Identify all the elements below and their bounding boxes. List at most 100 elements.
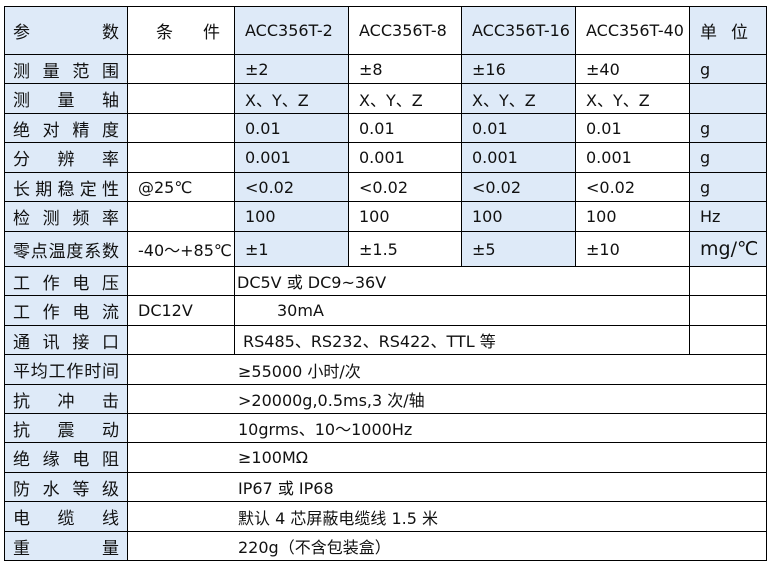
row-label: 分辨率: [4, 142, 128, 173]
value-cell: ±40: [575, 54, 690, 84]
spec-table: 参数 条件 ACC356T-2 ACC356T-8 ACC356T-16 ACC356T-…: [4, 6, 767, 561]
header-cell: 条件: [127, 6, 235, 55]
value-cell: ±1.5: [348, 231, 462, 267]
value-cell: <0.02: [348, 172, 462, 202]
value-cell: X、Y、Z: [461, 83, 576, 114]
value-cell: RS485、RS232、RS422、TTL 等: [234, 325, 690, 355]
spec-row: 工作电流 DC12V 30mA: [4, 295, 767, 326]
row-label: 平均工作时间: [4, 354, 128, 385]
value-cell: X、Y、Z: [575, 83, 690, 114]
value-cell: 100: [575, 201, 690, 232]
value-cell: DC5V 或 DC9~36V: [234, 266, 690, 296]
spec-row: 抗震动 10grms、10～1000Hz: [4, 413, 767, 443]
spec-row: 通讯接口 RS485、RS232、RS422、TTL 等: [4, 325, 767, 355]
spec-row: 防水等级 IP67 或 IP68: [4, 472, 767, 502]
value-cell: 0.001: [348, 142, 462, 173]
unit-cell: mg/℃: [689, 231, 767, 267]
value-cell: X、Y、Z: [348, 83, 462, 114]
condition-cell: [127, 325, 235, 355]
value-cell: ±10: [575, 231, 690, 267]
spec-row: 抗冲击 >20000g,0.5ms,3 次/轴: [4, 384, 767, 414]
value-cell: ≥100MΩ: [127, 442, 767, 473]
value-cell: ±8: [348, 54, 462, 84]
row-label: 检测频率: [4, 201, 128, 232]
value-cell: 10grms、10～1000Hz: [127, 413, 767, 443]
value-cell: <0.02: [234, 172, 349, 202]
value-cell: <0.02: [461, 172, 576, 202]
row-label: 绝对精度: [4, 113, 128, 143]
spec-row: 长期稳定性 @25℃ <0.02 <0.02 <0.02 <0.02 g: [4, 172, 767, 202]
row-label: 工作电流: [4, 295, 128, 326]
header-cell: ACC356T-2: [234, 6, 349, 55]
row-label: 防水等级: [4, 472, 128, 502]
value-cell: >20000g,0.5ms,3 次/轴: [127, 384, 767, 414]
value-cell: 100: [461, 201, 576, 232]
condition-cell: [127, 83, 235, 114]
row-label: 工作电压: [4, 266, 128, 296]
row-label: 重量: [4, 531, 128, 561]
value-cell: 100: [234, 201, 349, 232]
header-cell: ACC356T-16: [461, 6, 576, 55]
value-cell: 默认 4 芯屏蔽电缆线 1.5 米: [127, 501, 767, 532]
row-label: 抗震动: [4, 413, 128, 443]
value-cell: 0.001: [575, 142, 690, 173]
header-cell: ACC356T-8: [348, 6, 462, 55]
value-cell: X、Y、Z: [234, 83, 349, 114]
value-cell: 0.01: [461, 113, 576, 143]
row-label: 零点温度系数: [4, 231, 128, 267]
row-label: 长期稳定性: [4, 172, 128, 202]
value-cell: 0.001: [461, 142, 576, 173]
spec-row: 零点温度系数 -40～+85℃ ±1 ±1.5 ±5 ±10 mg/℃: [4, 231, 767, 267]
header-cell: 参数: [4, 6, 128, 55]
header-cell: 单位: [689, 6, 767, 55]
row-label: 通讯接口: [4, 325, 128, 355]
unit-cell: [689, 325, 767, 355]
spec-row: 分辨率 0.001 0.001 0.001 0.001 g: [4, 142, 767, 173]
unit-cell: g: [689, 142, 767, 173]
unit-cell: [689, 266, 767, 296]
value-cell: ≥55000 小时/次: [127, 354, 767, 385]
row-label: 电缆线: [4, 501, 128, 532]
value-cell: ±1: [234, 231, 349, 267]
value-cell: ±5: [461, 231, 576, 267]
value-cell: 100: [348, 201, 462, 232]
value-cell: ±2: [234, 54, 349, 84]
spec-row: 检测频率 100 100 100 100 Hz: [4, 201, 767, 232]
condition-cell: [127, 201, 235, 232]
unit-cell: [689, 83, 767, 114]
condition-cell: [127, 142, 235, 173]
unit-cell: [689, 295, 767, 326]
value-cell: 0.01: [348, 113, 462, 143]
spec-row: 电缆线 默认 4 芯屏蔽电缆线 1.5 米: [4, 501, 767, 532]
value-cell: 0.01: [234, 113, 349, 143]
condition-cell: @25℃: [127, 172, 235, 202]
spec-row: 绝对精度 0.01 0.01 0.01 0.01 g: [4, 113, 767, 143]
header-cell: ACC356T-40: [575, 6, 690, 55]
value-cell: 30mA: [234, 295, 690, 326]
value-cell: 0.01: [575, 113, 690, 143]
unit-cell: g: [689, 113, 767, 143]
value-cell: 220g（不含包装盒）: [127, 531, 767, 561]
unit-cell: g: [689, 54, 767, 84]
row-label: 抗冲击: [4, 384, 128, 414]
condition-cell: [127, 54, 235, 84]
spec-row: 测量范围 ±2 ±8 ±16 ±40 g: [4, 54, 767, 84]
condition-cell: -40～+85℃: [127, 231, 235, 267]
unit-cell: g: [689, 172, 767, 202]
value-cell: IP67 或 IP68: [127, 472, 767, 502]
condition-cell: [127, 266, 235, 296]
unit-cell: Hz: [689, 201, 767, 232]
condition-cell: DC12V: [127, 295, 235, 326]
header-row: 参数 条件 ACC356T-2 ACC356T-8 ACC356T-16 ACC356T-…: [4, 6, 767, 55]
row-label: 测量轴: [4, 83, 128, 114]
value-cell: ±16: [461, 54, 576, 84]
spec-row: 测量轴 X、Y、Z X、Y、Z X、Y、Z X、Y、Z: [4, 83, 767, 114]
spec-row: 绝缘电阻 ≥100MΩ: [4, 442, 767, 473]
value-cell: 0.001: [234, 142, 349, 173]
spec-row: 工作电压 DC5V 或 DC9~36V: [4, 266, 767, 296]
row-label: 绝缘电阻: [4, 442, 128, 473]
value-cell: <0.02: [575, 172, 690, 202]
row-label: 测量范围: [4, 54, 128, 84]
spec-row: 重量 220g（不含包装盒）: [4, 531, 767, 561]
spec-row: 平均工作时间 ≥55000 小时/次: [4, 354, 767, 385]
